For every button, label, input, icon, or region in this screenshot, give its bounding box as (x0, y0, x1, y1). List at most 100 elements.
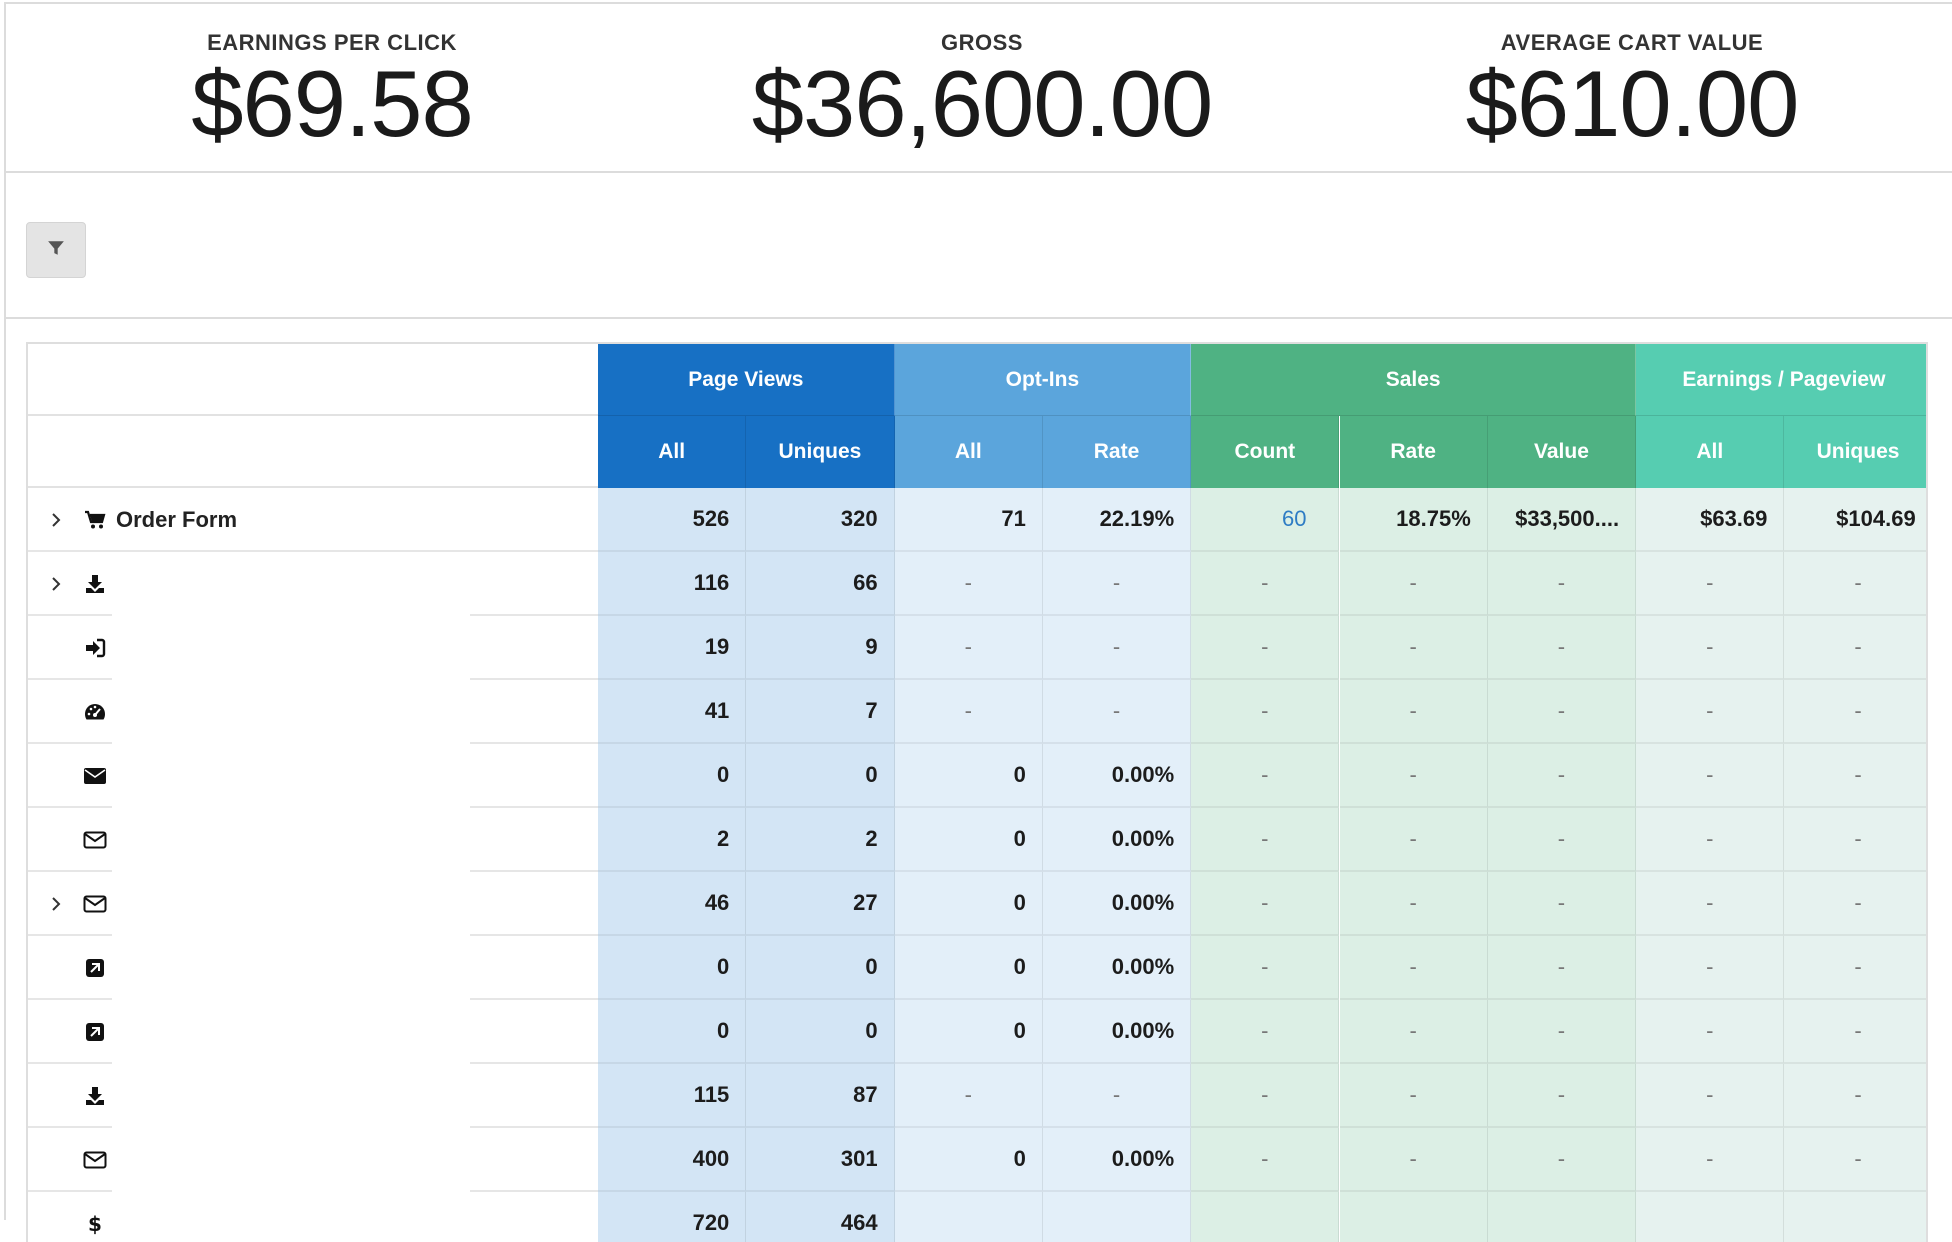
table-cell: - (894, 680, 1043, 744)
metric-value: $69.58 (191, 51, 474, 156)
table-row-label[interactable] (28, 872, 598, 936)
chevron-right-icon[interactable] (48, 512, 64, 528)
table-cell: - (1191, 744, 1340, 808)
table-cell: - (1636, 744, 1785, 808)
row-divider (28, 1126, 112, 1128)
column-header[interactable]: Rate (1339, 416, 1488, 488)
table-row-label[interactable] (28, 808, 598, 872)
sales-count-link[interactable]: 60 (1191, 488, 1340, 552)
column-header[interactable]: All (894, 416, 1043, 488)
row-divider (470, 614, 598, 616)
table-cell: - (1636, 1128, 1785, 1192)
table-cell: - (1487, 616, 1637, 680)
table-cell: 115 (598, 1064, 747, 1128)
group-header-1: Opt-Ins (894, 344, 1192, 416)
table-cell: - (1339, 680, 1488, 744)
table-cell: - (1784, 1128, 1926, 1192)
table-row-label[interactable] (28, 744, 598, 808)
row-name[interactable]: Order Form (116, 507, 238, 532)
table-cell: $104.69 (1784, 488, 1926, 552)
metric-average-cart-value: AVERAGE CART VALUE $610.00 (1392, 4, 1872, 154)
table-cell: - (1784, 872, 1926, 936)
shopping-cart-icon (82, 507, 108, 533)
row-divider (470, 1190, 598, 1192)
table-row-label[interactable] (28, 680, 598, 744)
table-cell: - (1636, 552, 1785, 616)
table-cell: - (1191, 872, 1340, 936)
column-header[interactable]: Value (1487, 416, 1637, 488)
column-header[interactable]: Count (1191, 416, 1340, 488)
table-cell: 301 (746, 1128, 895, 1192)
table-cell: 2 (746, 808, 895, 872)
table-cell: - (1339, 936, 1488, 1000)
row-divider (470, 1126, 598, 1128)
table-cell: - (1339, 1000, 1488, 1064)
table-cell: 0 (746, 936, 895, 1000)
table-cell: - (1487, 1064, 1637, 1128)
table-cell: 2 (598, 808, 747, 872)
summary-metrics: EARNINGS PER CLICK $69.58 GROSS $36,600.… (6, 4, 1952, 173)
table-cell: 9 (746, 616, 895, 680)
table-row-label[interactable] (28, 552, 598, 616)
column-header[interactable]: All (1636, 416, 1785, 488)
chevron-right-icon[interactable] (48, 896, 64, 912)
filter-icon (47, 239, 65, 262)
table-cell: 0 (746, 1000, 895, 1064)
table-cell: - (1636, 808, 1785, 872)
table-cell: 41 (598, 680, 747, 744)
table-cell: - (1636, 1064, 1785, 1128)
row-divider (28, 550, 598, 552)
table-cell: 0 (894, 744, 1043, 808)
row-divider (28, 1062, 112, 1064)
table-cell: - (1784, 1064, 1926, 1128)
group-header-3: Earnings / Pageview (1636, 344, 1926, 416)
column-header[interactable]: Uniques (1784, 416, 1926, 488)
table-cell (1636, 1192, 1785, 1242)
row-divider (28, 870, 112, 872)
table-cell: - (1784, 936, 1926, 1000)
column-header[interactable]: All (598, 416, 747, 488)
table-cell: 0.00% (1042, 1000, 1192, 1064)
table-cell: - (1487, 744, 1637, 808)
table-cell: - (1636, 936, 1785, 1000)
table-cell: - (1487, 552, 1637, 616)
table-cell: - (1339, 744, 1488, 808)
column-header[interactable]: Rate (1042, 416, 1192, 488)
table-cell: - (1191, 1064, 1340, 1128)
table-cell: 320 (746, 488, 895, 552)
table-cell: - (1191, 1000, 1340, 1064)
table-cell (894, 1192, 1043, 1242)
metric-earnings-per-click: EARNINGS PER CLICK $69.58 (132, 4, 532, 154)
table-cell: - (894, 552, 1043, 616)
chevron-right-icon[interactable] (48, 576, 64, 592)
table-row-label[interactable] (28, 616, 598, 680)
filter-button[interactable] (26, 222, 86, 278)
table-cell: 0 (598, 936, 747, 1000)
table-cell: - (1636, 680, 1785, 744)
table-cell: - (1784, 744, 1926, 808)
table-cell: 18.75% (1339, 488, 1488, 552)
table-row-label[interactable] (28, 936, 598, 1000)
metric-value: $610.00 (1465, 51, 1800, 156)
table-row-label[interactable]: $ (28, 1192, 598, 1242)
external-link-icon (82, 1019, 108, 1045)
table-cell: 0 (894, 936, 1043, 1000)
table-row-label[interactable] (28, 1000, 598, 1064)
table-cell: 0 (598, 1000, 747, 1064)
table-corner-subheader (28, 416, 598, 488)
table-cell: 0.00% (1042, 872, 1192, 936)
table-corner-header (28, 344, 598, 416)
table-row-label[interactable]: Order Form (28, 488, 598, 552)
funnel-stats-table: Page Views Opt-Ins Sales Earnings / Pagevie… (26, 342, 1928, 1242)
table-cell: - (1784, 552, 1926, 616)
table-cell: $33,500.... (1487, 488, 1637, 552)
table-cell: - (1784, 680, 1926, 744)
table-cell: - (894, 1064, 1043, 1128)
table-cell: - (1042, 616, 1192, 680)
table-cell: - (1339, 1064, 1488, 1128)
row-divider (470, 742, 598, 744)
table-row-label[interactable] (28, 1064, 598, 1128)
column-header[interactable]: Uniques (746, 416, 895, 488)
table-cell: 400 (598, 1128, 747, 1192)
table-row-label[interactable] (28, 1128, 598, 1192)
